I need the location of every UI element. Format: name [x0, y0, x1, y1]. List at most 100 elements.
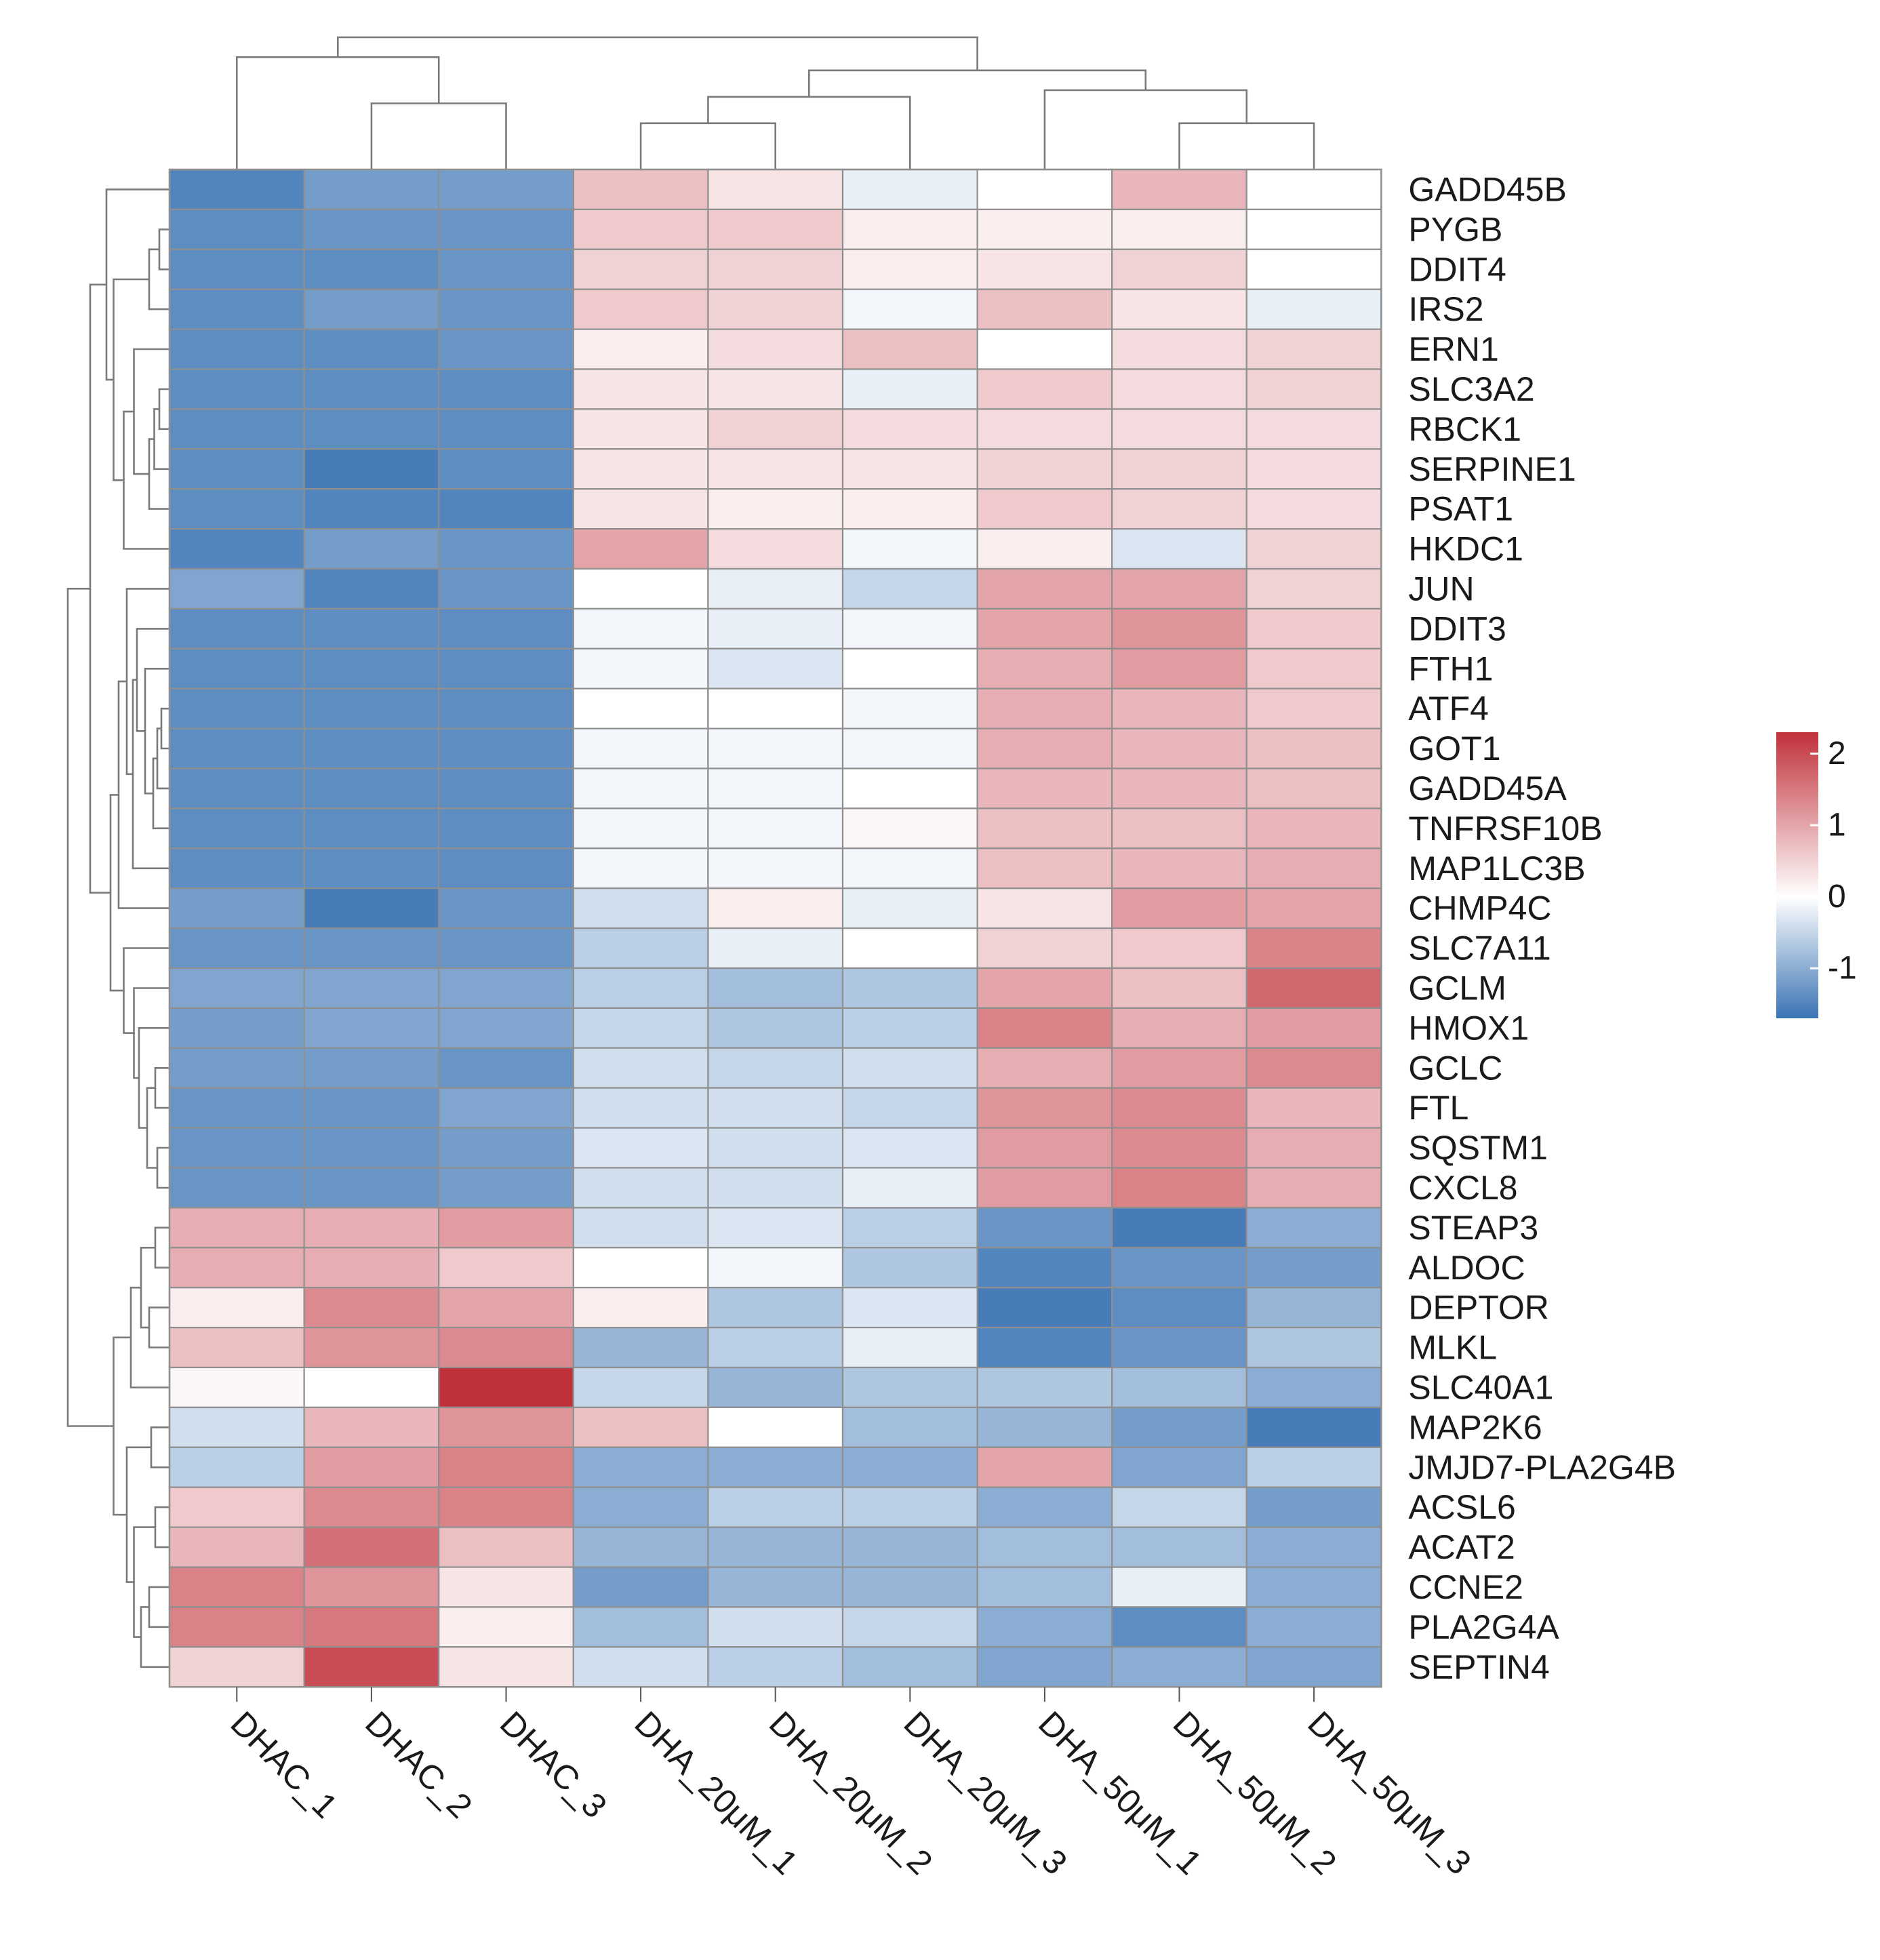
heatmap-cell-SERPINE1-DHAC_3 [438, 448, 574, 490]
heatmap-cell-DDIT4-DHA_50μM_2 [1111, 248, 1247, 290]
heatmap-cell-FTL-DHA_50μM_2 [1111, 1087, 1247, 1129]
heatmap-cell-STEAP3-DHAC_3 [438, 1207, 574, 1249]
row-dendrogram-link [125, 1446, 151, 1583]
heatmap-cell-HMOX1-DHA_50μM_1 [976, 1007, 1113, 1049]
row-dendrogram-link [105, 188, 169, 381]
heatmap-cell-SLC40A1-DHA_50μM_3 [1245, 1366, 1382, 1409]
heatmap-cell-JMJD7-PLA2G4B-DHA_20μM_3 [841, 1446, 978, 1488]
heatmap-cell-HMOX1-DHAC_2 [303, 1007, 440, 1049]
heatmap-cell-MAP2K6-DHAC_2 [303, 1406, 440, 1448]
heatmap-cell-SEPTIN4-DHA_20μM_2 [707, 1646, 844, 1688]
heatmap-cell-CXCL8-DHA_50μM_1 [976, 1167, 1113, 1209]
heatmap-cell-MAP2K6-DHA_50μM_2 [1111, 1406, 1247, 1448]
heatmap-cell-DDIT3-DHAC_3 [438, 607, 574, 649]
legend-tick-label: -1 [1828, 951, 1857, 986]
heatmap-cell-PYGB-DHA_50μM_2 [1111, 208, 1247, 250]
heatmap-cell-DDIT3-DHAC_2 [303, 607, 440, 649]
heatmap-cell-MLKL-DHA_20μM_2 [707, 1326, 844, 1369]
heatmap-cell-HKDC1-DHAC_2 [303, 527, 440, 570]
heatmap-cell-ACSL6-DHA_50μM_1 [976, 1486, 1113, 1528]
heatmap-cell-MAP1LC3B-DHA_50μM_1 [976, 847, 1113, 889]
heatmap-cell-DEPTOR-DHA_20μM_1 [572, 1287, 709, 1329]
heatmap-cell-RBCK1-DHA_50μM_3 [1245, 408, 1382, 450]
heatmap-cell-ATF4-DHAC_2 [303, 687, 440, 729]
heatmap-cell-MAP1LC3B-DHA_50μM_2 [1111, 847, 1247, 889]
heatmap-cell-ALDOC-DHAC_1 [168, 1247, 305, 1289]
heatmap-cell-JUN-DHAC_2 [303, 567, 440, 610]
heatmap-cell-GADD45B-DHA_20μM_1 [572, 168, 709, 211]
heatmap-cell-TNFRSF10B-DHA_20μM_1 [572, 807, 709, 849]
row-label: FTL [1408, 1089, 1468, 1127]
heatmap-cell-GCLC-DHAC_1 [168, 1047, 305, 1089]
heatmap-cell-GOT1-DHA_50μM_1 [976, 727, 1113, 769]
heatmap-cell-ALDOC-DHA_50μM_1 [976, 1247, 1113, 1289]
heatmap-cell-CCNE2-DHAC_3 [438, 1566, 574, 1608]
heatmap-cell-GCLC-DHAC_2 [303, 1047, 440, 1089]
heatmap-cell-PLA2G4A-DHA_20μM_3 [841, 1606, 978, 1648]
heatmap-cell-SLC7A11-DHA_20μM_3 [841, 927, 978, 969]
heatmap-cell-ACSL6-DHA_20μM_1 [572, 1486, 709, 1528]
heatmap-cell-SEPTIN4-DHAC_1 [168, 1646, 305, 1688]
heatmap-cell-SEPTIN4-DHA_20μM_3 [841, 1646, 978, 1688]
heatmap-cell-GADD45A-DHA_50μM_2 [1111, 767, 1247, 809]
heatmap-cell-FTL-DHAC_1 [168, 1087, 305, 1129]
heatmap-cells [168, 168, 1382, 1688]
heatmap-cell-SERPINE1-DHA_20μM_2 [707, 448, 844, 490]
row-label: JUN [1408, 569, 1474, 607]
heatmap-cell-STEAP3-DHAC_2 [303, 1207, 440, 1249]
heatmap-cell-CCNE2-DHA_50μM_3 [1245, 1566, 1382, 1608]
row-dendrogram-link [150, 1426, 169, 1468]
heatmap-cell-FTL-DHAC_3 [438, 1087, 574, 1129]
heatmap-cell-ERN1-DHA_20μM_2 [707, 328, 844, 370]
row-dendrogram-link [154, 1506, 169, 1548]
heatmap-cell-SERPINE1-DHA_50μM_1 [976, 448, 1113, 490]
heatmap-cell-HMOX1-DHA_50μM_3 [1245, 1007, 1382, 1049]
heatmap-cell-PSAT1-DHA_20μM_2 [707, 488, 844, 530]
row-dendrogram-link [148, 1306, 169, 1348]
row-dendrogram-link [129, 1286, 169, 1388]
row-label: SQSTM1 [1408, 1129, 1548, 1167]
row-dendrogram-link [154, 1226, 169, 1269]
heatmap-cell-HMOX1-DHAC_3 [438, 1007, 574, 1049]
heatmap-cell-CXCL8-DHAC_2 [303, 1167, 440, 1209]
heatmap-cell-PSAT1-DHA_50μM_1 [976, 488, 1113, 530]
heatmap-cell-PLA2G4A-DHAC_2 [303, 1606, 440, 1648]
column-dendrogram [236, 36, 1315, 169]
heatmap-cell-SQSTM1-DHA_20μM_1 [572, 1127, 709, 1169]
heatmap-cell-GOT1-DHA_50μM_2 [1111, 727, 1247, 769]
heatmap-cell-HKDC1-DHA_50μM_2 [1111, 527, 1247, 570]
heatmap-cell-SERPINE1-DHA_50μM_3 [1245, 448, 1382, 490]
heatmap-cell-ALDOC-DHA_50μM_2 [1111, 1247, 1247, 1289]
heatmap-cell-SERPINE1-DHA_50μM_2 [1111, 448, 1247, 490]
heatmap-cell-HMOX1-DHA_20μM_1 [572, 1007, 709, 1049]
heatmap-cell-JUN-DHAC_1 [168, 567, 305, 610]
heatmap-cell-FTL-DHA_20μM_1 [572, 1087, 709, 1129]
heatmap-cell-GOT1-DHA_20μM_2 [707, 727, 844, 769]
heatmap-cell-CHMP4C-DHAC_1 [168, 887, 305, 929]
heatmap-cell-RBCK1-DHAC_2 [303, 408, 440, 450]
row-label: GADD45A [1408, 769, 1567, 807]
heatmap-cell-JMJD7-PLA2G4B-DHA_50μM_1 [976, 1446, 1113, 1488]
heatmap-cell-IRS2-DHA_20μM_2 [707, 288, 844, 330]
row-label: SERPINE1 [1408, 450, 1576, 488]
row-dendrogram-link [140, 1606, 169, 1668]
row-label: STEAP3 [1408, 1209, 1538, 1247]
row-dendrogram-link [138, 1027, 169, 1129]
heatmap-cell-DEPTOR-DHA_50μM_3 [1245, 1287, 1382, 1329]
heatmap-cell-RBCK1-DHA_50μM_2 [1111, 408, 1247, 450]
row-label: GCLM [1408, 969, 1506, 1007]
heatmap-cell-MAP2K6-DHAC_3 [438, 1406, 574, 1448]
heatmap-cell-PLA2G4A-DHA_50μM_3 [1245, 1606, 1382, 1648]
column-dendrogram-link [707, 96, 911, 169]
heatmap-cell-ERN1-DHAC_2 [303, 328, 440, 370]
column-dendrogram-link [1178, 122, 1315, 169]
heatmap-cell-ATF4-DHA_20μM_1 [572, 687, 709, 729]
column-dendrogram-link [337, 36, 978, 71]
heatmap-cell-SQSTM1-DHA_20μM_3 [841, 1127, 978, 1169]
heatmap-cell-RBCK1-DHA_20μM_1 [572, 408, 709, 450]
heatmap-cell-DDIT3-DHA_50μM_3 [1245, 607, 1382, 649]
heatmap-cell-GOT1-DHA_20μM_1 [572, 727, 709, 769]
heatmap-cell-SLC3A2-DHA_50μM_1 [976, 368, 1113, 410]
heatmap-cell-PLA2G4A-DHA_50μM_2 [1111, 1606, 1247, 1648]
heatmap-cell-SEPTIN4-DHA_50μM_3 [1245, 1646, 1382, 1688]
